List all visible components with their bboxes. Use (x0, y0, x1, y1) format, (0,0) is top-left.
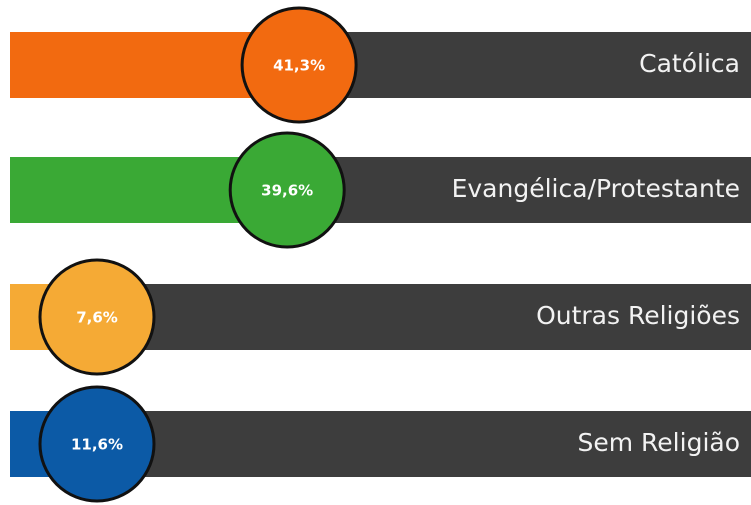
category-label: Sem Religião (578, 428, 741, 457)
category-label: Outras Religiões (536, 301, 740, 330)
category-label: Católica (639, 49, 740, 78)
value-bubble (38, 385, 156, 503)
value-label: 11,6% (71, 436, 123, 454)
value-bubble (38, 258, 156, 376)
value-label: 41,3% (273, 57, 325, 75)
value-label: 39,6% (261, 182, 313, 200)
value-bubble (228, 131, 346, 249)
value-label: 7,6% (76, 309, 118, 327)
value-bubble (240, 6, 358, 124)
category-label: Evangélica/Protestante (452, 174, 740, 203)
